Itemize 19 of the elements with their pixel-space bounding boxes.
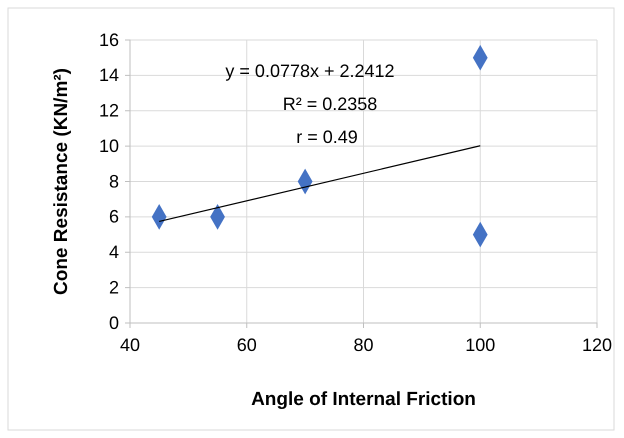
- y-tick-label: 6: [108, 206, 119, 227]
- y-tick-label: 12: [98, 100, 119, 121]
- y-tick-label: 8: [108, 171, 119, 192]
- y-tick-label: 10: [98, 136, 119, 156]
- x-axis-title: Angle of Internal Friction: [251, 389, 476, 410]
- x-tick-label: 60: [236, 334, 257, 355]
- x-tick-label: 80: [353, 334, 374, 355]
- x-tick-label: 120: [582, 334, 612, 355]
- y-axis-title: Cone Resistance (KN/m²): [51, 68, 72, 295]
- annotation: r = 0.49: [296, 127, 358, 147]
- y-tick-label: 2: [108, 277, 119, 298]
- x-tick-label: 100: [465, 334, 496, 355]
- annotation: R² = 0.2358: [282, 94, 378, 114]
- y-tick-label: 0: [108, 312, 119, 333]
- y-tick-label: 4: [108, 242, 119, 262]
- y-tick-label: 16: [98, 30, 119, 50]
- y-tick-label: 14: [98, 65, 119, 86]
- annotation: y = 0.0778x + 2.2412: [225, 61, 395, 81]
- x-tick-label: 40: [120, 334, 140, 355]
